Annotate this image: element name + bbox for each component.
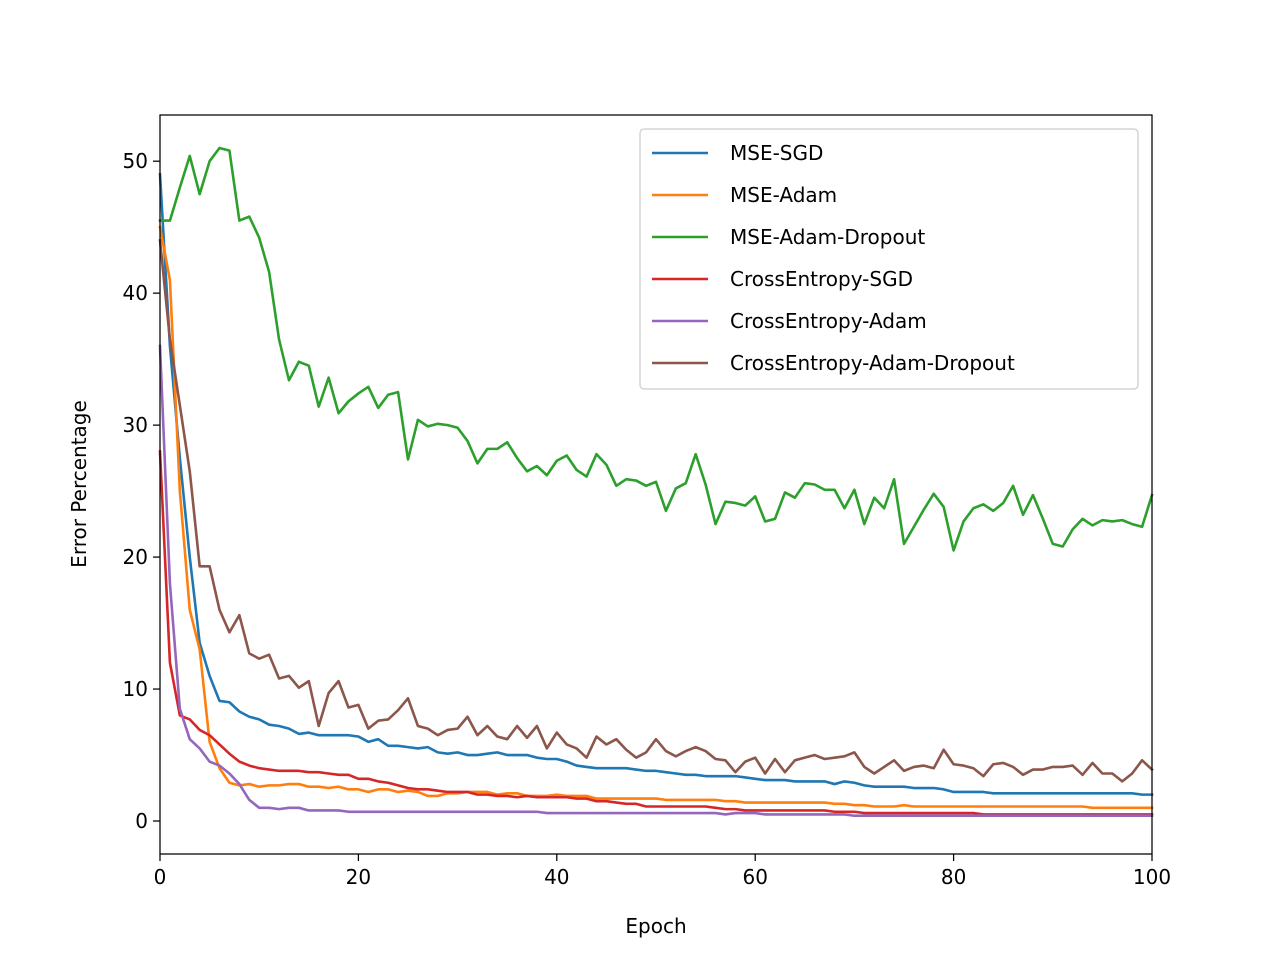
plot-frame: [159, 114, 1153, 855]
series-line-5: [158, 238, 1154, 783]
legend-label-4: CrossEntropy-Adam: [730, 309, 927, 333]
y-tick-label-1: 10: [123, 677, 148, 701]
legend-items: MSE-SGD MSE-Adam MSE-Adam-Dropout CrossEntr…: [652, 141, 1015, 375]
y-tick-label-2: 20: [123, 545, 148, 569]
series-layer: [158, 146, 1154, 818]
y-axis-label: Error Percentage: [67, 400, 91, 568]
x-tick-label-3: 60: [742, 865, 767, 889]
x-tick-label-4: 80: [941, 865, 966, 889]
y-tick-label-3: 30: [123, 413, 148, 437]
x-tick-label-5: 100: [1133, 865, 1171, 889]
legend: MSE-SGD MSE-Adam MSE-Adam-Dropout CrossEntr…: [639, 128, 1139, 390]
y-tick-label-5: 50: [123, 149, 148, 173]
x-axis-label: Epoch: [625, 914, 686, 938]
legend-label-5: CrossEntropy-Adam-Dropout: [730, 351, 1015, 375]
legend-label-1: MSE-Adam: [730, 183, 837, 207]
ticks-layer: 0 20 40 60 80 100 0 10 20 30 40 50: [123, 149, 1172, 889]
x-tick-label-1: 20: [346, 865, 371, 889]
legend-label-2: MSE-Adam-Dropout: [730, 225, 925, 249]
y-tick-label-4: 40: [123, 281, 148, 305]
series-line-0: [158, 173, 1154, 796]
legend-label-0: MSE-SGD: [730, 141, 823, 165]
y-tick-label-0: 0: [135, 809, 148, 833]
series-line-2: [158, 146, 1154, 552]
series-line-1: [158, 225, 1154, 810]
series-line-4: [158, 344, 1154, 818]
x-tick-label-0: 0: [154, 865, 167, 889]
series-line-3: [158, 450, 1154, 816]
x-tick-label-2: 40: [544, 865, 569, 889]
legend-box: [639, 128, 1139, 390]
legend-label-3: CrossEntropy-SGD: [730, 267, 913, 291]
